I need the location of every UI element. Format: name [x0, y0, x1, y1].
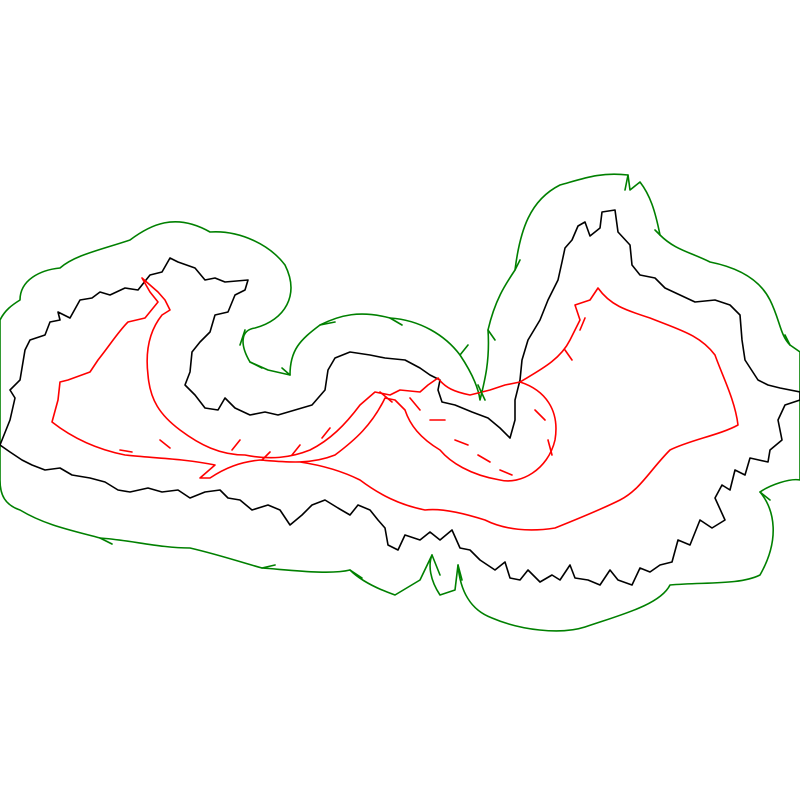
original-outline — [0, 209, 800, 586]
inner-buffer-outline — [51, 277, 739, 531]
inner-buffer-notches — [119, 317, 586, 476]
outer-buffer-outline — [0, 173, 800, 632]
outer-buffer-notches — [99, 174, 791, 581]
